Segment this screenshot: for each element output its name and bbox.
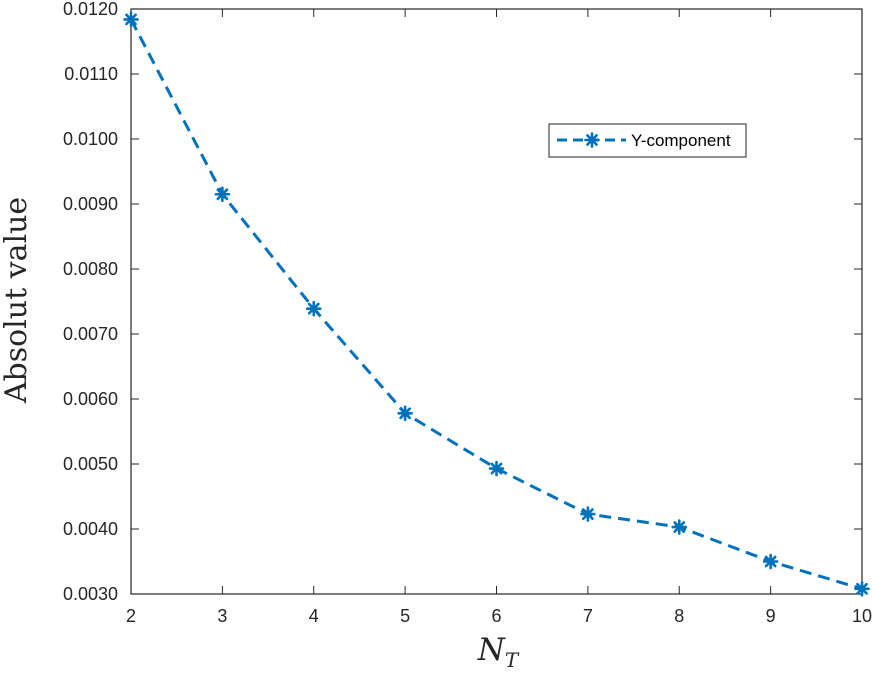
y-tick-label: 0.0050	[63, 454, 118, 474]
marker-center	[401, 410, 409, 417]
legend-asterisk-icon	[584, 132, 600, 148]
marker-center	[219, 191, 226, 198]
x-tick-label: 8	[674, 606, 684, 626]
data-point	[762, 553, 779, 570]
x-tick-label: 10	[852, 606, 872, 626]
y-axis-label: Absolut value	[0, 197, 34, 404]
y-tick-label: 0.0070	[63, 324, 118, 344]
data-point	[580, 506, 596, 522]
axes-box	[130, 8, 863, 595]
legend: Y-component	[548, 123, 747, 158]
marker-center	[493, 465, 500, 472]
x-tick-label: 3	[217, 606, 227, 626]
legend-marker	[584, 132, 600, 148]
data-point	[214, 186, 231, 203]
marker-center	[310, 305, 317, 312]
y-tick-label: 0.0080	[63, 259, 118, 279]
legend-entry-label: Y-component	[631, 131, 731, 150]
data-point	[671, 519, 688, 535]
y-tick-label: 0.0100	[63, 129, 118, 149]
series-line-y-component	[129, 18, 863, 591]
x-axis-label-subscript: T	[505, 648, 520, 668]
x-tick-label: 7	[583, 606, 593, 626]
x-tick-label: 9	[766, 606, 776, 626]
marker-center	[584, 510, 592, 518]
data-point	[488, 460, 505, 477]
x-axis-label-main: N	[477, 632, 507, 668]
x-tick-label: 2	[126, 606, 136, 626]
y-tick-label: 0.0040	[63, 519, 118, 539]
data-point	[123, 11, 139, 28]
axis-ticks: 2 3 4 5 6 7 8 9 10 0.0030 0.0040 0.0050 0.0060 0.0070…	[63, 0, 872, 626]
y-tick-label: 0.0030	[63, 584, 118, 604]
marker-center	[767, 558, 774, 565]
marker-center	[127, 16, 135, 23]
y-tick-label: 0.0090	[63, 194, 118, 214]
data-point	[305, 300, 322, 317]
marker-center	[676, 523, 683, 531]
y-tick-label: 0.0120	[63, 0, 118, 19]
plot-area	[130, 8, 863, 595]
x-tick-label: 6	[491, 606, 501, 626]
x-axis-label: NT	[477, 632, 520, 668]
marker-center	[588, 136, 596, 144]
series-layer	[123, 11, 870, 597]
x-tick-label: 5	[400, 606, 410, 626]
data-point	[854, 580, 870, 597]
x-tick-label: 4	[309, 606, 319, 626]
y-tick-label: 0.0110	[64, 64, 118, 84]
marker-center	[858, 585, 866, 592]
y-tick-label: 0.0060	[63, 389, 118, 409]
data-point	[397, 405, 413, 422]
